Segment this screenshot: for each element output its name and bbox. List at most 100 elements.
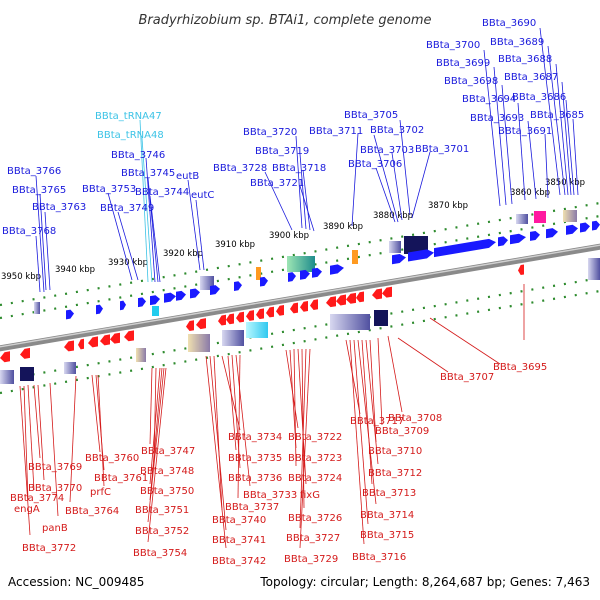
forward-gene-arrow[interactable] xyxy=(138,297,146,308)
forward-gene-arrow[interactable] xyxy=(498,236,508,247)
gene-callout[interactable]: BBta_3736 xyxy=(228,354,282,484)
forward-gene-arrow[interactable] xyxy=(176,290,186,301)
gene-callout[interactable]: BBta_3699 xyxy=(436,58,507,206)
gene-callout[interactable]: BBta_3753 xyxy=(82,184,136,281)
gene-callout[interactable]: BBta_3727 xyxy=(286,348,340,544)
reverse-gene-arrow[interactable] xyxy=(346,292,356,304)
reverse-gene-arrow[interactable] xyxy=(256,308,264,320)
gene-callout[interactable]: BBta_3719 xyxy=(255,146,309,230)
gene-callout[interactable]: BBta_3745 xyxy=(121,168,175,283)
gene-callout[interactable]: BBta_3714 xyxy=(357,339,414,521)
gene-callout[interactable]: BBta_3687 xyxy=(504,72,572,196)
forward-gene-arrow[interactable] xyxy=(312,267,322,278)
reverse-gene-arrow[interactable] xyxy=(124,330,134,342)
gene-callout[interactable]: BBta_3734 xyxy=(221,355,282,443)
gene-callout[interactable]: BBta_3772 xyxy=(19,385,76,554)
gene-callout[interactable]: BBta_3763 xyxy=(32,202,86,291)
gene-callout[interactable]: BBta_3716 xyxy=(349,339,406,563)
gene-callout[interactable]: BBta_3690 xyxy=(482,18,561,196)
gene-callout[interactable]: BBta_3740 xyxy=(212,355,266,526)
forward-gene-arrow[interactable] xyxy=(580,222,590,233)
gene-callout[interactable]: BBta_3717 xyxy=(345,339,404,427)
reverse-gene-arrow[interactable] xyxy=(300,300,308,312)
gene-callout[interactable]: BBta_3685 xyxy=(530,110,584,196)
gene-callout[interactable]: BBta_3754 xyxy=(133,367,187,559)
forward-gene-arrow[interactable] xyxy=(150,295,160,306)
reverse-gene-arrow[interactable] xyxy=(290,302,298,314)
reverse-gene-arrow[interactable] xyxy=(0,351,10,363)
gene-callout[interactable]: BBta_tRNA47 xyxy=(95,111,162,283)
forward-gene-arrow[interactable] xyxy=(234,281,242,291)
gene-callout[interactable]: BBta_3700 xyxy=(426,40,501,207)
gene-callout[interactable]: BBta_3712 xyxy=(365,339,422,479)
reverse-gene-arrow[interactable] xyxy=(226,313,234,325)
gene-callout[interactable]: BBta_3698 xyxy=(444,76,513,205)
gene-callout[interactable]: BBta_3733 xyxy=(235,354,297,501)
gene-callout[interactable]: BBta_tRNA48 xyxy=(97,130,164,283)
forward-gene-arrow[interactable] xyxy=(190,288,200,299)
gene-callout[interactable]: BBta_3728 xyxy=(213,163,293,231)
gene-callout[interactable]: BBta_3774 xyxy=(10,384,64,504)
gene-callout[interactable]: BBta_3694 xyxy=(462,94,526,201)
reverse-gene-arrow[interactable] xyxy=(88,336,98,348)
forward-gene-arrow[interactable] xyxy=(300,269,310,280)
reverse-gene-arrow[interactable] xyxy=(310,299,318,311)
gene-callout[interactable]: BBta_3735 xyxy=(227,355,282,464)
forward-gene-arrow[interactable] xyxy=(120,300,126,311)
gene-callout[interactable]: BBta_3710 xyxy=(368,339,422,457)
forward-gene-arrow[interactable] xyxy=(164,292,176,303)
gene-callout[interactable]: BBta_3742 xyxy=(205,355,266,567)
forward-gene-arrow[interactable] xyxy=(546,228,558,239)
reverse-gene-arrow[interactable] xyxy=(382,286,392,298)
gene-callout[interactable]: BBta_3721 xyxy=(250,178,315,232)
reverse-gene-arrow[interactable] xyxy=(518,264,524,276)
reverse-gene-arrow[interactable] xyxy=(236,311,244,323)
gene-callout[interactable]: BBta_3752 xyxy=(135,367,189,537)
gene-callout[interactable]: BBta_3706 xyxy=(348,159,402,223)
forward-gene-arrow[interactable] xyxy=(288,272,296,282)
gene-callout[interactable]: BBta_3768 xyxy=(2,226,56,293)
gene-callout[interactable]: BBta_3751 xyxy=(135,367,189,516)
reverse-gene-arrow[interactable] xyxy=(100,334,110,346)
gene-callout[interactable]: BBta_3760 xyxy=(85,374,139,464)
forward-gene-arrow[interactable] xyxy=(566,224,578,235)
reverse-gene-arrow[interactable] xyxy=(196,318,206,330)
gene-callout[interactable]: BBta_3765 xyxy=(12,185,66,291)
gene-callout[interactable]: BBta_3708 xyxy=(387,335,442,424)
gene-callout[interactable]: BBta_3744 xyxy=(135,187,189,283)
gene-callout[interactable]: BBta_3689 xyxy=(490,37,566,196)
gene-callout[interactable]: eutB xyxy=(176,171,201,271)
gene-callout[interactable]: BBta_3688 xyxy=(498,54,569,196)
gene-callout[interactable]: BBta_3693 xyxy=(470,113,537,200)
gene-callout[interactable]: BBta_3715 xyxy=(353,339,414,541)
gene-callout[interactable]: BBta_3737 xyxy=(225,354,279,513)
gene-callout[interactable]: BBta_3695 xyxy=(429,284,547,373)
forward-gene-arrow[interactable] xyxy=(330,264,344,275)
gene-callout[interactable]: panB xyxy=(42,382,68,534)
gene-callout[interactable]: prfC xyxy=(90,374,111,498)
forward-gene-arrow[interactable] xyxy=(96,304,103,315)
forward-gene-arrow[interactable] xyxy=(260,276,268,287)
gene-callout[interactable]: BBta_3723 xyxy=(288,349,342,464)
reverse-gene-arrow[interactable] xyxy=(276,305,284,316)
gene-callout[interactable]: BBta_3711 xyxy=(309,126,363,227)
forward-gene-arrow[interactable] xyxy=(66,309,74,320)
reverse-gene-arrow[interactable] xyxy=(266,306,274,318)
gene-callout[interactable]: engA xyxy=(14,385,40,515)
gene-callout[interactable]: BBta_3746 xyxy=(111,150,165,283)
reverse-gene-arrow[interactable] xyxy=(64,340,74,352)
gene-callout[interactable]: BBta_3707 xyxy=(397,337,494,383)
forward-gene-arrow[interactable] xyxy=(408,249,434,262)
forward-gene-arrow[interactable] xyxy=(434,238,496,258)
reverse-gene-arrow[interactable] xyxy=(336,294,346,306)
reverse-gene-arrow[interactable] xyxy=(78,338,84,350)
gene-callout[interactable]: eutC xyxy=(191,190,214,271)
reverse-gene-arrow[interactable] xyxy=(186,320,194,331)
gene-callout[interactable]: BBta_3686 xyxy=(512,92,575,196)
gene-callout[interactable]: BBta_3703 xyxy=(360,145,414,221)
gene-callout[interactable]: BBta_3747 xyxy=(141,367,195,457)
reverse-gene-arrow[interactable] xyxy=(20,347,30,359)
forward-gene-arrow[interactable] xyxy=(392,253,406,265)
gene-callout[interactable]: BBta_3705 xyxy=(344,110,411,216)
reverse-gene-arrow[interactable] xyxy=(326,296,336,308)
